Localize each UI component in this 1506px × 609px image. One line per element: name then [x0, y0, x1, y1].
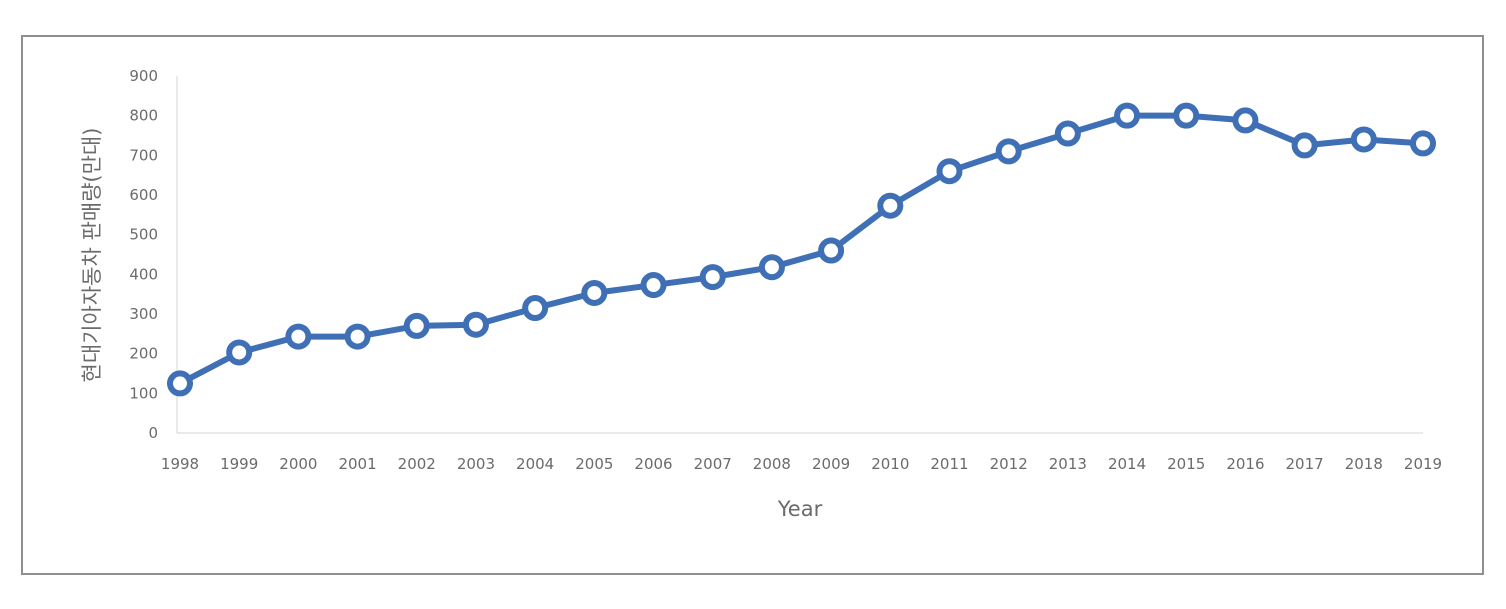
x-tick-label: 2007 [694, 455, 732, 473]
data-point [403, 312, 430, 339]
x-tick-label: 2016 [1226, 455, 1264, 473]
y-tick-label: 100 [129, 384, 158, 402]
data-point [640, 272, 667, 299]
x-tick-label: 2005 [575, 455, 613, 473]
x-tick-label: 2019 [1404, 455, 1442, 473]
series-line [178, 112, 1424, 387]
data-point [877, 192, 904, 219]
data-point [1232, 107, 1259, 134]
x-tick-label: 2008 [753, 455, 791, 473]
y-tick-label: 200 [129, 345, 158, 363]
x-tick-label: 2018 [1345, 455, 1383, 473]
data-point [522, 295, 549, 322]
y-tick-label: 300 [129, 305, 158, 323]
data-point [1291, 132, 1318, 159]
x-tick-label: 2009 [812, 455, 850, 473]
y-tick-label: 500 [129, 226, 158, 244]
y-tick-labels: 0 100 200 300 400 500 600 700 800 900 [129, 67, 158, 442]
y-tick-label: 700 [129, 146, 158, 164]
data-point [1350, 126, 1377, 153]
x-tick-label: 2015 [1167, 455, 1205, 473]
x-tick-label: 2017 [1286, 455, 1324, 473]
y-tick-label: 0 [148, 424, 158, 442]
y-tick-label: 900 [129, 67, 158, 85]
data-point [1054, 120, 1081, 147]
x-tick-label: 2002 [398, 455, 436, 473]
x-tick-label: 2014 [1108, 455, 1146, 473]
x-tick-label: 2011 [930, 455, 968, 473]
data-point [1114, 102, 1141, 129]
x-tick-label: 2010 [871, 455, 909, 473]
data-point [1173, 102, 1200, 129]
data-point [462, 311, 489, 338]
x-tick-label: 2012 [990, 455, 1028, 473]
x-tick-label: 2013 [1049, 455, 1087, 473]
series-layer [167, 102, 1436, 397]
data-point [1410, 130, 1436, 157]
x-tick-label: 1999 [220, 455, 258, 473]
data-point [995, 138, 1022, 165]
data-point [758, 254, 785, 281]
x-tick-label: 2003 [457, 455, 495, 473]
x-tick-labels: 1998 1999 2000 2001 2002 2003 2004 2005 2006 2007… [161, 455, 1442, 473]
x-axis-title: Year [777, 497, 823, 521]
data-point [699, 264, 726, 291]
data-point [167, 370, 193, 397]
x-tick-label: 2006 [634, 455, 672, 473]
x-tick-label: 2000 [279, 455, 317, 473]
y-tick-label: 400 [129, 265, 158, 283]
data-point [581, 279, 608, 306]
x-tick-label: 2001 [338, 455, 376, 473]
data-point [936, 158, 963, 185]
y-tick-label: 800 [129, 107, 158, 125]
y-tick-label: 600 [129, 186, 158, 204]
y-axis-title: 현대기아자동차 판매량(만대) [80, 128, 104, 383]
x-tick-label: 1998 [161, 455, 199, 473]
data-point [344, 323, 371, 350]
x-tick-label: 2004 [516, 455, 554, 473]
data-point [226, 339, 253, 366]
data-point [285, 323, 312, 350]
data-point [818, 237, 845, 264]
